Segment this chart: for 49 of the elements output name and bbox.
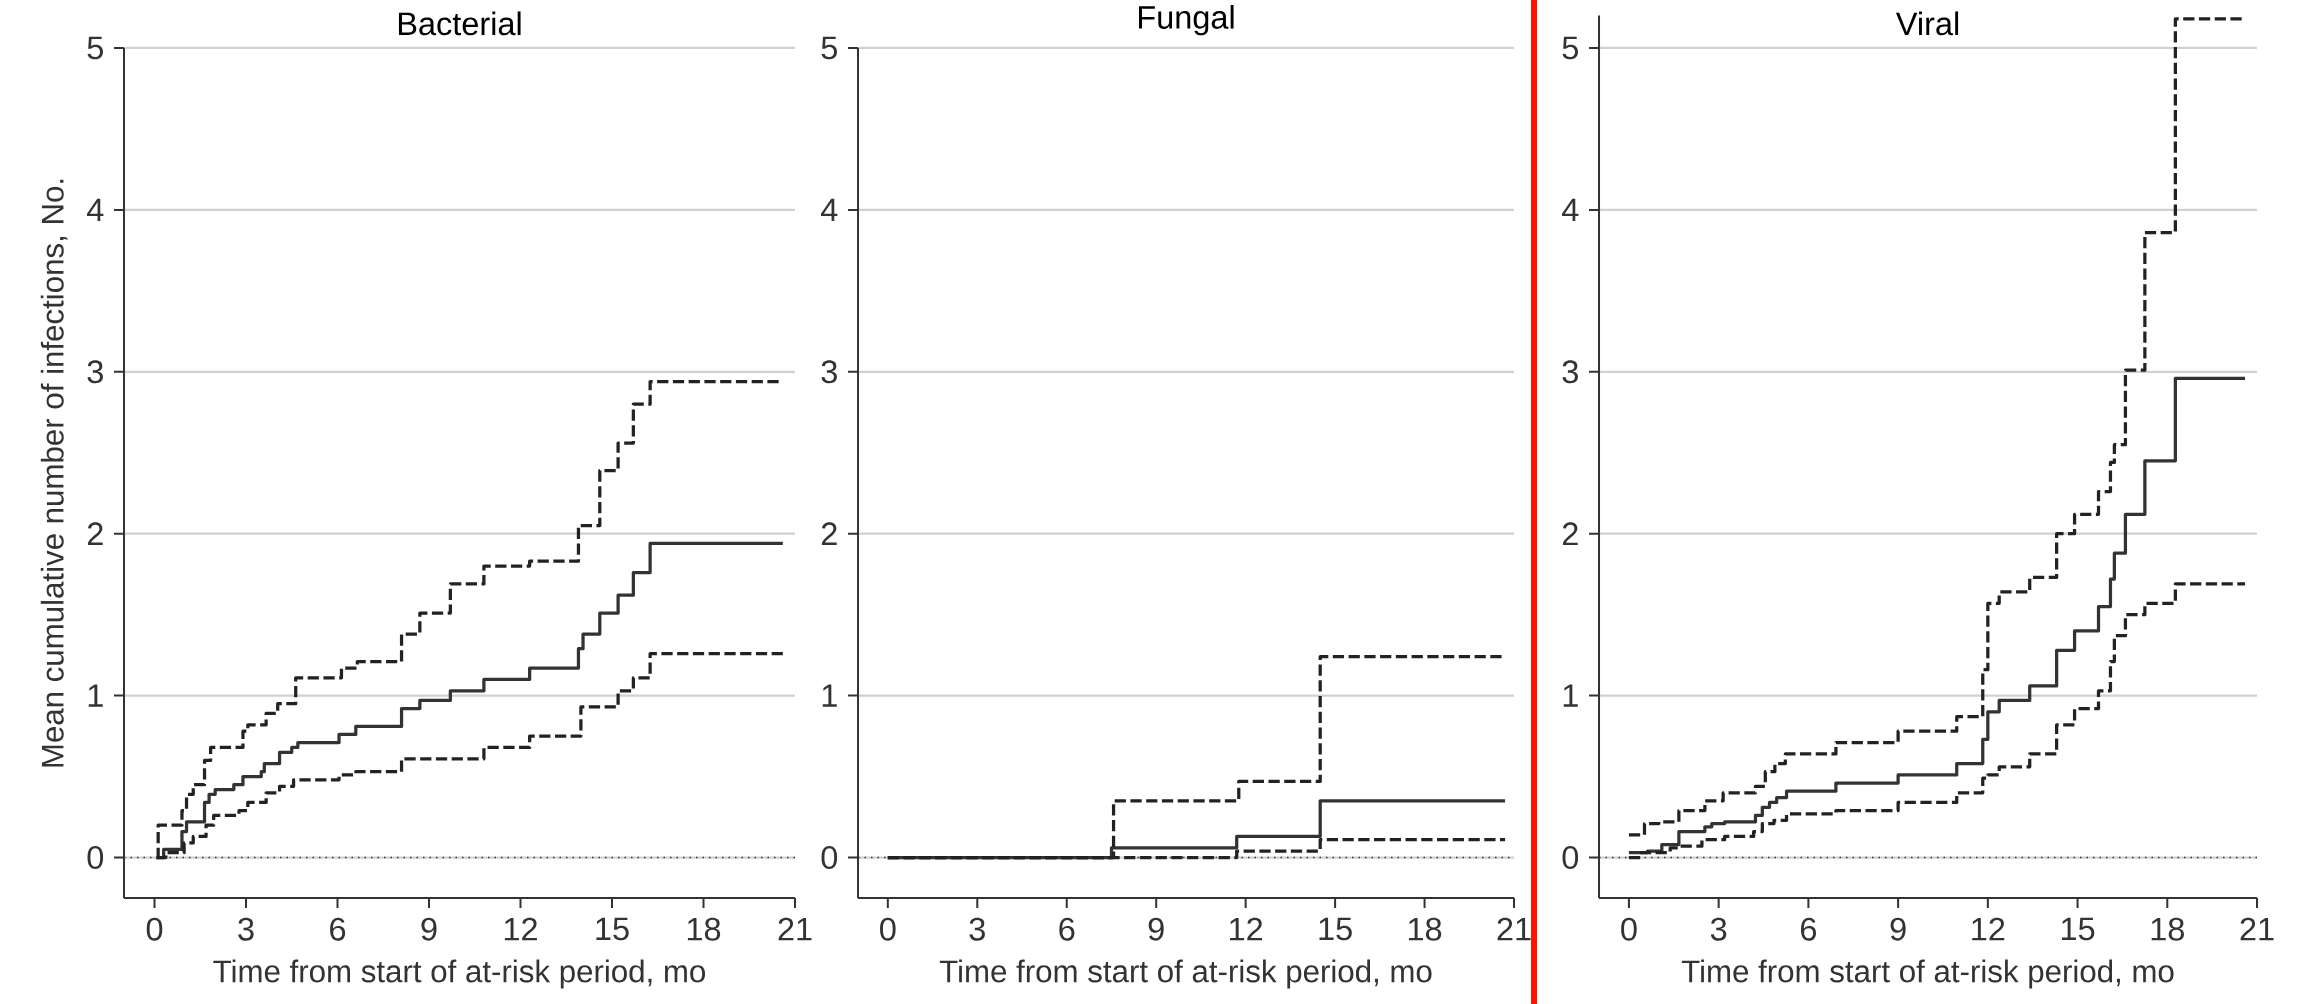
x-tick-label: 18 <box>687 917 721 941</box>
x-tick-label: 9 <box>1148 917 1164 941</box>
x-tick-label: 12 <box>1972 917 2005 941</box>
y-tick-label: 5 <box>821 36 837 60</box>
x-axis-title: Time from start of at-risk period, mo <box>939 959 1432 989</box>
x-tick-label: 21 <box>1497 917 1531 941</box>
x-tick-label: 0 <box>146 917 163 941</box>
x-tick-label: 18 <box>2151 917 2184 941</box>
y-tick-label: 4 <box>1562 198 1579 222</box>
x-tick-label: 9 <box>1890 917 1906 941</box>
x-tick-label: 0 <box>1621 917 1637 941</box>
x-tick-label: 21 <box>2240 917 2274 941</box>
chart-title: Bacterial <box>398 11 521 36</box>
y-tick-label: 0 <box>1562 846 1579 870</box>
x-tick-label: 3 <box>1710 917 1727 941</box>
x-tick-label: 12 <box>1230 917 1263 941</box>
x-tick-label: 3 <box>238 917 254 941</box>
y-tick-label: 4 <box>821 198 838 222</box>
y-tick-label: 1 <box>1563 684 1578 707</box>
x-tick-label: 3 <box>969 917 985 941</box>
x-tick-label: 21 <box>778 917 812 941</box>
y-tick-label: 2 <box>87 522 103 546</box>
y-tick-label: 1 <box>88 684 103 707</box>
x-tick-label: 15 <box>1319 917 1352 941</box>
x-tick-label: 9 <box>421 917 437 941</box>
x-tick-label: 6 <box>330 917 346 941</box>
chart-title: Fungal <box>1139 5 1234 36</box>
y-tick-label: 0 <box>821 846 838 870</box>
x-tick-label: 6 <box>1059 917 1075 941</box>
x-axis-title: Time from start of at-risk period, mo <box>1681 959 2174 989</box>
y-axis-title: Mean cumulative number of infections, No. <box>40 179 68 767</box>
x-axis-title: Time from start of at-risk period, mo <box>213 959 706 989</box>
y-tick-label: 4 <box>87 198 104 222</box>
y-tick-label: 5 <box>1562 36 1578 60</box>
y-tick-label: 2 <box>821 522 837 546</box>
x-tick-label: 0 <box>880 917 896 941</box>
x-tick-label: 18 <box>1408 917 1442 941</box>
y-tick-label: 3 <box>1562 360 1578 384</box>
y-tick-label: 2 <box>1562 522 1578 546</box>
x-tick-label: 6 <box>1800 917 1817 941</box>
x-tick-label: 12 <box>504 917 537 941</box>
y-tick-label: 5 <box>87 36 103 60</box>
y-tick-label: 1 <box>822 684 837 707</box>
x-tick-label: 15 <box>596 917 629 941</box>
y-tick-label: 3 <box>87 360 103 384</box>
chart-title: Viral <box>1895 11 1959 36</box>
x-tick-label: 15 <box>2061 917 2095 941</box>
y-tick-label: 3 <box>821 360 837 384</box>
y-tick-label: 0 <box>87 846 104 870</box>
